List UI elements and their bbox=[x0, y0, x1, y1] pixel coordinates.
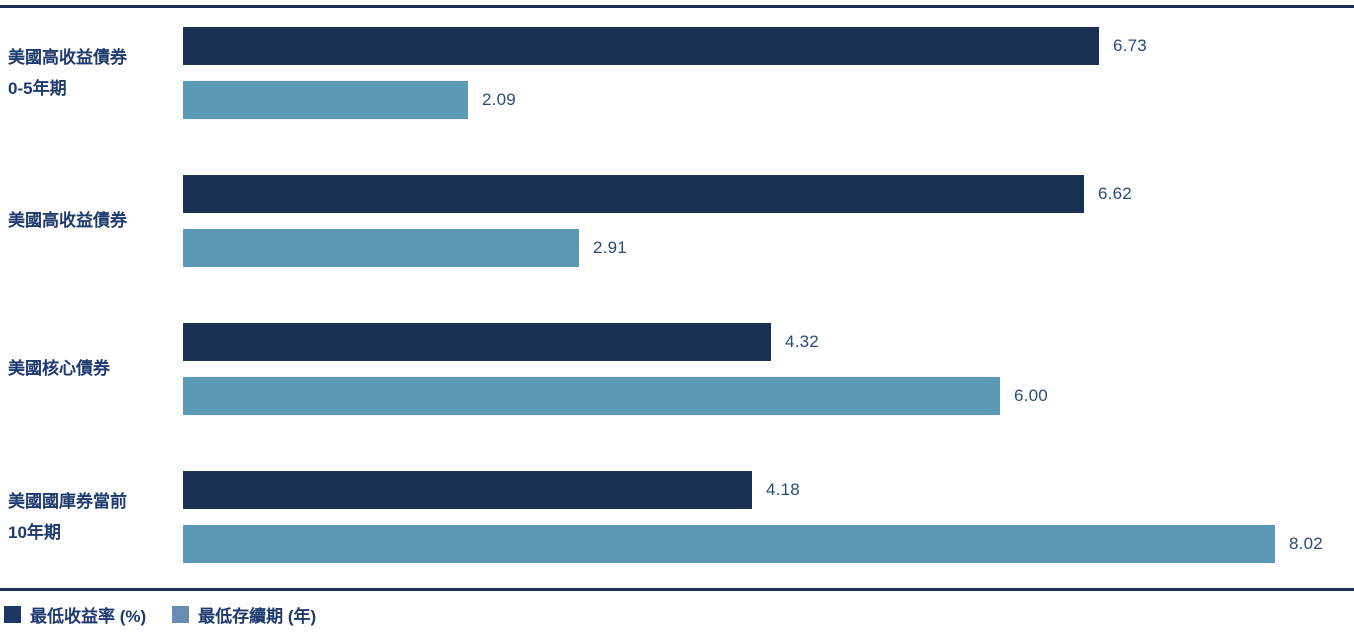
bar-duration bbox=[183, 377, 1000, 415]
category-label: 美國高收益債券 bbox=[8, 175, 180, 267]
bar-yield bbox=[183, 175, 1084, 213]
category-label-line: 美國國庫券當前 bbox=[8, 491, 127, 511]
legend-item-yield: 最低收益率 (%) bbox=[4, 602, 146, 627]
category-label: 美國核心債券 bbox=[8, 323, 180, 415]
bar-value-label: 8.02 bbox=[1289, 534, 1323, 553]
category-label: 美國高收益債券 0-5年期 bbox=[8, 27, 180, 119]
bar-value-label: 6.00 bbox=[1014, 386, 1048, 405]
bar-duration bbox=[183, 229, 579, 267]
bar-yield bbox=[183, 471, 752, 509]
bar-value-label: 6.62 bbox=[1098, 184, 1132, 203]
bar-yield bbox=[183, 323, 771, 361]
legend-swatch-yield bbox=[4, 606, 21, 623]
category-label-line: 美國核心債券 bbox=[8, 359, 110, 379]
bar-yield bbox=[183, 27, 1099, 65]
bar-value-label: 4.18 bbox=[766, 480, 800, 499]
category-label: 美國國庫券當前 10年期 bbox=[8, 471, 180, 563]
chart-legend: 最低收益率 (%) 最低存續期 (年) bbox=[4, 602, 316, 627]
bottom-rule bbox=[0, 588, 1354, 591]
legend-label-duration: 最低存續期 (年) bbox=[198, 607, 317, 626]
category-label-line: 美國高收益債券 bbox=[8, 47, 127, 67]
bar-value-label: 6.73 bbox=[1113, 36, 1147, 55]
bar-duration bbox=[183, 81, 468, 119]
bar-value-label: 4.32 bbox=[785, 332, 819, 351]
bar-duration bbox=[183, 525, 1275, 563]
category-label-line: 0-5年期 bbox=[8, 79, 67, 98]
legend-label-yield: 最低收益率 (%) bbox=[30, 607, 147, 626]
bar-value-label: 2.91 bbox=[593, 238, 627, 257]
legend-item-duration: 最低存續期 (年) bbox=[172, 602, 316, 627]
top-rule bbox=[0, 5, 1354, 8]
category-label-line: 美國高收益債券 bbox=[8, 211, 127, 231]
category-label-line: 10年期 bbox=[8, 523, 61, 542]
bar-value-label: 2.09 bbox=[482, 90, 516, 109]
legend-swatch-duration bbox=[172, 606, 190, 623]
